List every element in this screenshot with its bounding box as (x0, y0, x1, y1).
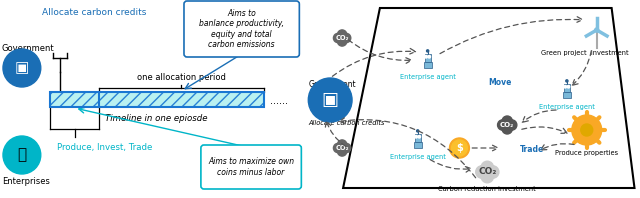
Circle shape (566, 80, 568, 82)
Circle shape (572, 115, 602, 145)
Text: ......: ...... (269, 95, 287, 106)
Text: $: $ (456, 143, 463, 153)
Text: Enterprise agent: Enterprise agent (539, 104, 595, 110)
Circle shape (337, 37, 347, 46)
Circle shape (502, 116, 513, 126)
Text: Government: Government (308, 80, 356, 89)
Text: Allocate carbon credits: Allocate carbon credits (42, 8, 147, 17)
Text: Produce properties: Produce properties (555, 150, 618, 156)
Circle shape (567, 86, 570, 88)
Circle shape (476, 166, 488, 178)
FancyBboxPatch shape (564, 84, 570, 92)
Circle shape (580, 124, 593, 136)
FancyBboxPatch shape (424, 62, 431, 68)
Circle shape (506, 120, 517, 130)
Circle shape (3, 49, 41, 87)
Text: Enterprise agent: Enterprise agent (390, 154, 445, 160)
Text: Aims to maximize own
coins minus labor: Aims to maximize own coins minus labor (208, 157, 294, 177)
FancyBboxPatch shape (424, 54, 431, 62)
FancyBboxPatch shape (563, 92, 571, 98)
Circle shape (449, 138, 469, 158)
Circle shape (427, 50, 429, 52)
Circle shape (333, 143, 343, 153)
Text: 🏭: 🏭 (17, 148, 26, 163)
Bar (50, 92, 264, 107)
Text: CO₂: CO₂ (335, 145, 349, 151)
Circle shape (486, 166, 499, 178)
Circle shape (481, 161, 493, 174)
Circle shape (337, 147, 347, 156)
Text: CO₂: CO₂ (478, 168, 497, 176)
Text: Move: Move (488, 78, 512, 87)
Text: Trade: Trade (520, 145, 544, 154)
Circle shape (418, 135, 420, 138)
Text: Government: Government (2, 44, 54, 53)
Circle shape (333, 33, 343, 43)
Text: CO₂: CO₂ (500, 122, 515, 128)
Circle shape (308, 78, 352, 122)
Circle shape (415, 135, 417, 138)
Circle shape (428, 55, 431, 58)
Text: Produce, Invest, Trade: Produce, Invest, Trade (57, 143, 152, 152)
Circle shape (337, 33, 347, 43)
Text: Aims to
banlance productivity,
equity and total
carbon emissions: Aims to banlance productivity, equity an… (199, 9, 284, 49)
Circle shape (337, 140, 347, 149)
Circle shape (3, 136, 41, 174)
FancyBboxPatch shape (415, 134, 421, 142)
FancyBboxPatch shape (413, 142, 422, 148)
Text: Green project  investment: Green project investment (541, 50, 628, 56)
Circle shape (337, 30, 347, 39)
Circle shape (481, 166, 493, 178)
Circle shape (417, 130, 419, 132)
FancyBboxPatch shape (184, 1, 300, 57)
Circle shape (337, 143, 347, 153)
Text: Allocate carbon credits: Allocate carbon credits (308, 120, 385, 126)
Circle shape (342, 33, 351, 43)
Circle shape (502, 120, 513, 130)
Text: ▣: ▣ (15, 61, 29, 75)
Text: Enterprises: Enterprises (2, 177, 50, 186)
Circle shape (342, 143, 351, 153)
Circle shape (564, 86, 566, 88)
FancyBboxPatch shape (201, 145, 301, 189)
Text: one allocation period: one allocation period (137, 73, 226, 82)
Circle shape (481, 170, 493, 183)
Text: CO₂: CO₂ (335, 35, 349, 41)
Bar (50, 92, 264, 107)
Circle shape (425, 55, 428, 58)
Circle shape (451, 140, 467, 156)
Text: ▣: ▣ (322, 91, 339, 109)
Circle shape (595, 28, 598, 32)
Circle shape (502, 124, 513, 134)
Circle shape (497, 120, 508, 130)
Text: Carbon reduction investment: Carbon reduction investment (438, 186, 536, 192)
Text: Timeline in one epiosde: Timeline in one epiosde (106, 114, 208, 123)
Text: Enterprise agent: Enterprise agent (400, 74, 456, 80)
